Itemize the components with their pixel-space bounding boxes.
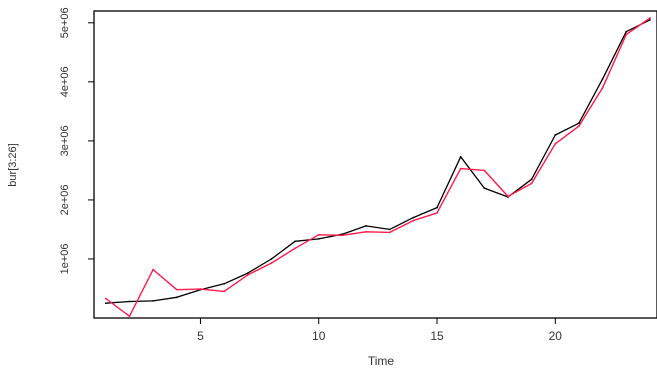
data-point-2 [625, 33, 628, 36]
data-point-2 [412, 219, 415, 222]
data-point-2 [104, 297, 107, 300]
y-tick-label: 4e+06 [59, 66, 71, 97]
data-point-1 [459, 155, 462, 158]
data-point-1 [223, 282, 226, 285]
data-point-1 [152, 299, 155, 302]
data-point-2 [530, 182, 533, 185]
data-point-1 [246, 272, 249, 275]
data-point-2 [294, 247, 296, 250]
data-point-1 [625, 30, 628, 33]
data-point-1 [649, 18, 651, 21]
data-point-1 [128, 300, 131, 303]
data-point-1 [436, 206, 438, 209]
series-line-1 [105, 19, 651, 304]
data-point-1 [317, 237, 320, 240]
data-point-1 [104, 302, 107, 305]
data-point-1 [175, 296, 178, 299]
data-point-2 [270, 262, 273, 264]
data-point-1 [483, 187, 486, 190]
data-point-2 [601, 86, 604, 89]
data-point-2 [223, 290, 226, 293]
x-tick-label: 10 [312, 329, 326, 343]
data-point-2 [483, 169, 486, 172]
data-point-1 [294, 240, 296, 243]
data-point-2 [649, 17, 651, 19]
data-point-1 [365, 225, 367, 227]
series-line-2 [105, 17, 651, 317]
data-point-2 [436, 212, 438, 214]
y-axis-label: bur[3:26] [7, 143, 19, 186]
data-point-2 [388, 231, 391, 234]
data-point-1 [530, 178, 533, 181]
y-tick-label: 2e+06 [59, 184, 71, 215]
data-point-1 [388, 228, 391, 231]
y-tick-label: 5e+06 [59, 7, 71, 38]
data-point-2 [365, 230, 367, 233]
data-point-1 [412, 216, 415, 219]
x-tick-label: 20 [549, 329, 563, 343]
y-tick-label: 3e+06 [59, 125, 71, 156]
data-point-2 [507, 195, 509, 198]
x-axis: 5 10 15 20 [197, 318, 562, 343]
x-tick-label: 5 [197, 329, 204, 343]
y-axis: 1e+06 2e+06 3e+06 4e+06 5e+06 [59, 7, 94, 274]
data-point-1 [601, 77, 604, 80]
data-point-2 [578, 125, 580, 128]
data-point-2 [317, 233, 320, 236]
data-point-2 [175, 288, 178, 291]
y-tick-label: 1e+06 [59, 244, 71, 275]
data-point-1 [554, 134, 557, 136]
data-point-2 [152, 268, 155, 271]
plot-area [93, 10, 657, 319]
series-layer [104, 17, 651, 318]
data-point-2 [246, 274, 249, 276]
data-point-2 [199, 288, 202, 290]
data-point-2 [554, 142, 557, 145]
x-tick-label: 15 [430, 329, 444, 343]
data-point-1 [578, 122, 580, 125]
data-point-2 [459, 167, 462, 170]
data-point-2 [341, 234, 344, 237]
x-axis-label: Time [368, 354, 395, 368]
plot-frame [93, 10, 657, 319]
data-point-1 [270, 258, 273, 260]
data-point-2 [128, 315, 131, 318]
